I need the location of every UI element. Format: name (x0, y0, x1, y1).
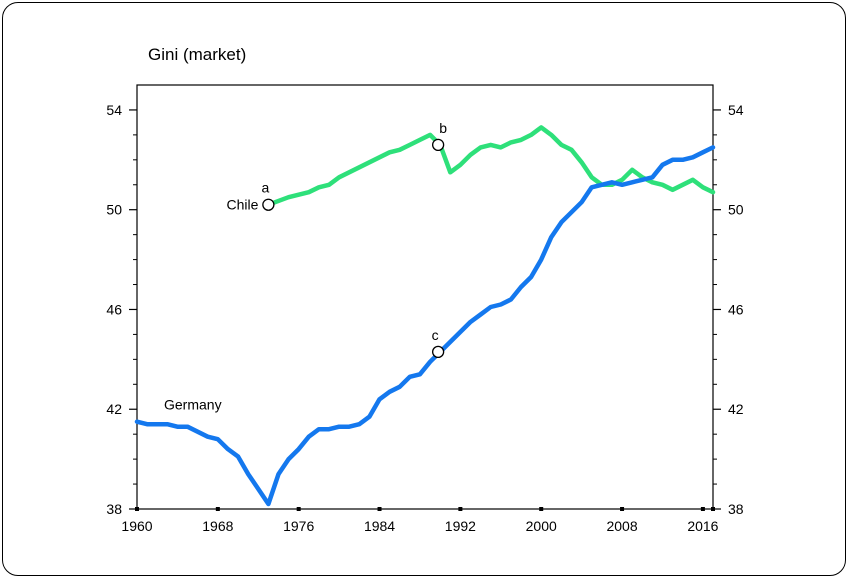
annotation-markers: Chile Germany a b c (164, 120, 447, 413)
x-tick-label: 1968 (202, 518, 233, 534)
series-lines (134, 125, 716, 507)
x-tick-mark (620, 507, 625, 511)
x-tick-label: 1984 (364, 518, 395, 534)
annotation-marker-b (431, 138, 445, 152)
y-tick-label-left: 46 (106, 301, 122, 317)
annotation-label-a: a (261, 180, 269, 196)
series-line-chile (266, 125, 716, 207)
x-tick-label: 1992 (445, 518, 476, 534)
x-tick-label: 2008 (606, 518, 637, 534)
x-tick-mark (215, 507, 220, 511)
chart-title: Gini (market) (148, 45, 246, 64)
series-label-germany: Germany (164, 397, 222, 413)
series-line-germany (134, 145, 716, 507)
series-label-chile: Chile (226, 197, 258, 213)
x-tick-mark (135, 507, 139, 511)
annotation-label-b: b (439, 120, 447, 136)
y-tick-label-right: 42 (728, 401, 744, 417)
x-tick-mark (711, 507, 715, 511)
x-tick-label: 1976 (283, 518, 314, 534)
x-tick-mark (377, 507, 382, 511)
y-tick-label-right: 54 (728, 102, 744, 118)
x-tick-mark (458, 507, 463, 511)
x-tick-label: 1960 (121, 518, 152, 534)
x-tick-mark (296, 507, 301, 511)
y-tick-label-left: 42 (106, 401, 122, 417)
annotation-marker-c (431, 345, 445, 359)
y-tick-label-left: 54 (106, 102, 122, 118)
x-tick-label: 2000 (526, 518, 557, 534)
y-tick-label-right: 46 (728, 301, 744, 317)
y-tick-label-left: 38 (106, 501, 122, 517)
y-tick-label-left: 50 (106, 202, 122, 218)
x-tick-mark (539, 507, 544, 511)
annotation-label-c: c (432, 327, 439, 343)
axis-ticks: 38 38 42 42 46 46 50 50 54 54 1960 1968 1976 1984 1992… (106, 102, 743, 534)
annotation-marker-a (262, 198, 275, 211)
y-tick-label-right: 50 (728, 202, 744, 218)
x-tick-label: 2016 (687, 518, 718, 534)
y-tick-label-right: 38 (728, 501, 744, 517)
x-tick-mark (700, 507, 705, 511)
plot-area-border (136, 84, 714, 510)
